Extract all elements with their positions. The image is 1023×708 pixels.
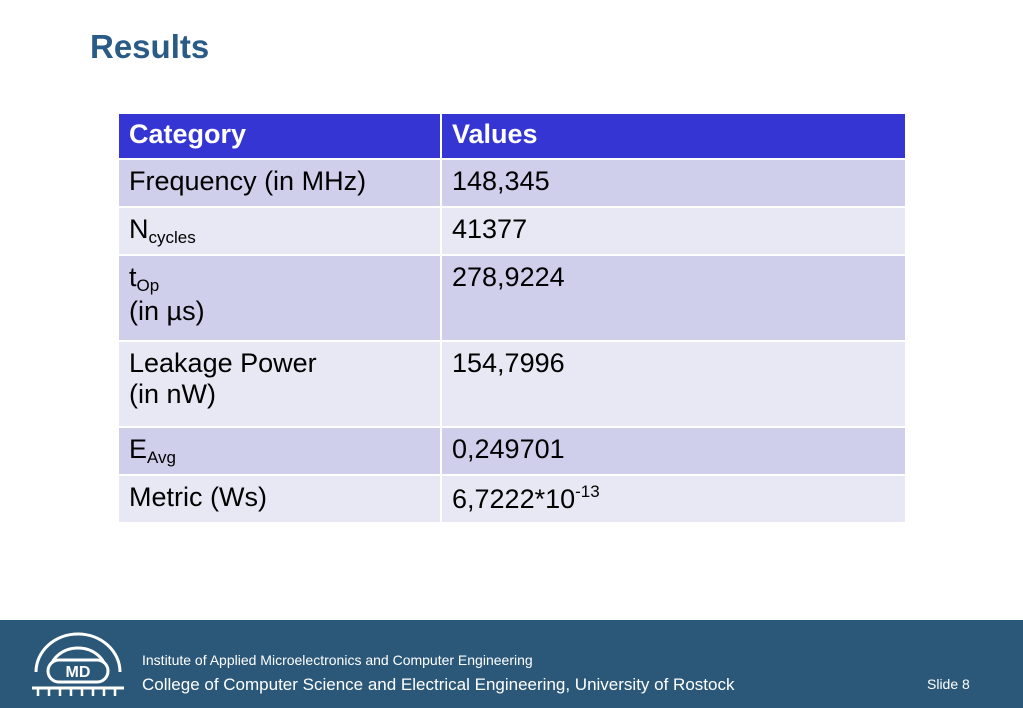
md-logo: MD xyxy=(32,632,124,696)
row-label: Ncycles xyxy=(117,206,442,256)
label-line2: (in µs) xyxy=(129,296,205,326)
label-main: N xyxy=(129,214,149,244)
row-value: 41377 xyxy=(440,206,907,256)
value-text: 41377 xyxy=(452,214,528,244)
table-row: tOp (in µs) 278,9224 xyxy=(117,254,907,342)
label-subscript: cycles xyxy=(148,228,196,247)
row-label: Metric (Ws) xyxy=(117,474,442,524)
label-text: Metric (Ws) xyxy=(129,482,267,512)
row-label: tOp (in µs) xyxy=(117,254,442,342)
row-value: 6,7222*10-13 xyxy=(440,474,907,524)
logo-text: MD xyxy=(66,664,91,681)
slide-number: Slide 8 xyxy=(927,676,970,692)
value-text: 0,249701 xyxy=(452,434,565,464)
label-line2: (in nW) xyxy=(129,379,216,409)
label-subscript: Op xyxy=(136,276,160,295)
label-text: Frequency (in MHz) xyxy=(129,166,367,196)
row-label: Frequency (in MHz) xyxy=(117,158,442,208)
row-label: EAvg xyxy=(117,426,442,476)
slide-title: Results xyxy=(90,28,210,65)
value-exponent: -13 xyxy=(575,482,600,501)
row-value: 278,9224 xyxy=(440,254,907,342)
header-category: Category xyxy=(117,112,442,160)
table-header-row: Category Values xyxy=(117,112,907,160)
table-row: Ncycles 41377 xyxy=(117,206,907,256)
table-row: EAvg 0,249701 xyxy=(117,426,907,476)
header-values: Values xyxy=(440,112,907,160)
value-text: 154,7996 xyxy=(452,348,565,378)
row-value: 0,249701 xyxy=(440,426,907,476)
row-value: 148,345 xyxy=(440,158,907,208)
label-main: E xyxy=(129,434,148,464)
footer-bar: MD Institute of Applied Microelectronics… xyxy=(0,620,1023,708)
table-row: Metric (Ws) 6,7222*10-13 xyxy=(117,474,907,524)
row-value: 154,7996 xyxy=(440,340,907,428)
institute-name: Institute of Applied Microelectronics an… xyxy=(142,652,533,668)
college-name: College of Computer Science and Electric… xyxy=(142,675,735,694)
value-text: 148,345 xyxy=(452,166,550,196)
value-main: 6,7222*10 xyxy=(452,484,576,514)
label-text: Leakage Power xyxy=(129,348,317,378)
table-row: Leakage Power (in nW) 154,7996 xyxy=(117,340,907,428)
label-subscript: Avg xyxy=(147,448,177,467)
value-text: 278,9224 xyxy=(452,262,565,292)
table-row: Frequency (in MHz) 148,345 xyxy=(117,158,907,208)
results-table: Category Values Frequency (in MHz) 148,3… xyxy=(117,112,907,524)
row-label: Leakage Power (in nW) xyxy=(117,340,442,428)
label-main: t xyxy=(129,262,137,292)
